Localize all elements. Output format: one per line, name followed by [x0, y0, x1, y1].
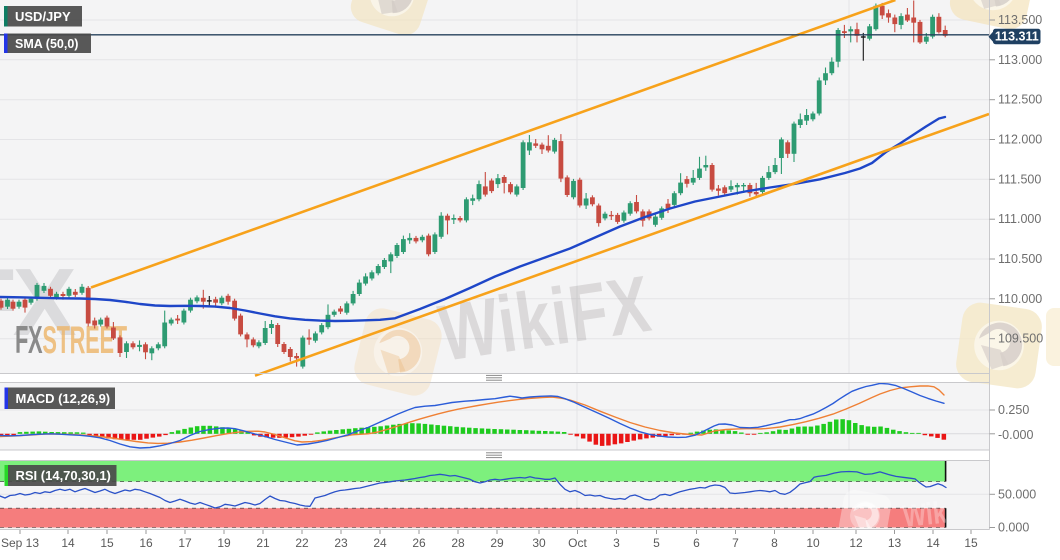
svg-text:14: 14 — [61, 536, 75, 550]
svg-text:6: 6 — [693, 536, 700, 550]
svg-text:MACD (12,26,9): MACD (12,26,9) — [16, 391, 111, 406]
svg-text:111.000: 111.000 — [998, 212, 1041, 226]
svg-text:10: 10 — [806, 536, 820, 550]
svg-text:0.000: 0.000 — [998, 521, 1029, 535]
svg-text:13: 13 — [888, 536, 902, 550]
svg-text:SMA (50,0): SMA (50,0) — [15, 37, 78, 51]
svg-text:FXSTREET: FXSTREET — [15, 317, 127, 361]
svg-text:110.000: 110.000 — [998, 292, 1042, 306]
svg-text:24: 24 — [373, 536, 387, 550]
svg-text:113.500: 113.500 — [998, 13, 1042, 27]
svg-text:112.500: 112.500 — [998, 93, 1042, 107]
svg-text:0.250: 0.250 — [998, 403, 1029, 417]
svg-text:113.311: 113.311 — [995, 29, 1039, 43]
svg-text:30: 30 — [532, 536, 546, 550]
svg-text:WikiFX: WikiFX — [901, 491, 987, 534]
svg-text:50.000: 50.000 — [998, 487, 1036, 501]
svg-text:19: 19 — [217, 536, 231, 550]
svg-text:112.000: 112.000 — [998, 133, 1042, 147]
svg-text:14: 14 — [926, 536, 940, 550]
svg-text:110.500: 110.500 — [998, 252, 1042, 266]
svg-text:7: 7 — [732, 536, 739, 550]
svg-text:28: 28 — [451, 536, 465, 550]
svg-text:113.000: 113.000 — [998, 53, 1042, 67]
svg-text:111.500: 111.500 — [998, 172, 1041, 186]
svg-text:29: 29 — [490, 536, 504, 550]
svg-text:22: 22 — [295, 536, 309, 550]
svg-text:5: 5 — [653, 536, 660, 550]
svg-text:21: 21 — [256, 536, 270, 550]
svg-text:Sep 13: Sep 13 — [1, 536, 39, 550]
svg-text:15: 15 — [964, 536, 978, 550]
svg-text:3: 3 — [613, 536, 620, 550]
svg-text:15: 15 — [100, 536, 114, 550]
svg-text:RSI (14,70,30,1): RSI (14,70,30,1) — [16, 468, 111, 483]
svg-text:16: 16 — [139, 536, 153, 550]
svg-text:12: 12 — [849, 536, 863, 550]
svg-text:17: 17 — [178, 536, 192, 550]
svg-text:109.500: 109.500 — [998, 332, 1043, 346]
svg-text:26: 26 — [412, 536, 426, 550]
svg-text:-0.000: -0.000 — [998, 428, 1033, 442]
svg-text:23: 23 — [334, 536, 348, 550]
svg-text:Oct: Oct — [568, 536, 587, 550]
svg-text:8: 8 — [771, 536, 778, 550]
svg-text:USD/JPY: USD/JPY — [15, 9, 71, 24]
